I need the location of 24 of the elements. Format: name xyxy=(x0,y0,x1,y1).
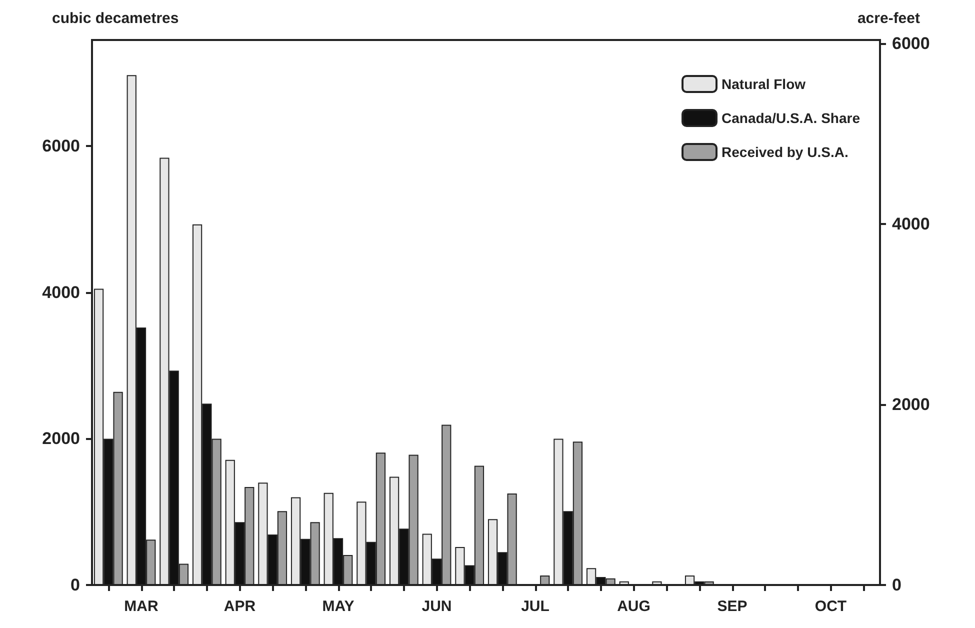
x-tick-label: OCT xyxy=(814,598,847,615)
x-tick-label: MAY xyxy=(322,598,354,615)
x-tick-label: AUG xyxy=(617,598,650,615)
y2-tick-label: 4000 xyxy=(892,214,930,234)
y-tick-label: 4000 xyxy=(42,282,80,302)
bar xyxy=(619,581,629,585)
legend-label: Received by U.S.A. xyxy=(722,144,848,160)
y-tick-label: 2000 xyxy=(42,429,80,448)
y-tick-label: 6000 xyxy=(42,136,80,156)
x-tick-label: APR xyxy=(224,598,256,615)
x-tick-label: JUL xyxy=(521,598,550,615)
bar xyxy=(652,581,662,585)
y2-tick-label: 6000 xyxy=(892,34,930,54)
x-tick-label: JUN xyxy=(422,598,452,615)
bar xyxy=(540,575,550,585)
y-axis-title: cubic decametres xyxy=(52,10,179,27)
legend-label: Canada/U.S.A. Share xyxy=(722,110,860,126)
x-tick-label: MAR xyxy=(124,598,158,615)
y2-tick-label: 0 xyxy=(892,576,902,594)
legend-label: Natural Flow xyxy=(722,76,806,92)
y-tick-label: 0 xyxy=(70,576,80,594)
y2-axis-title: acre-feet xyxy=(857,10,920,27)
y2-tick-label: 2000 xyxy=(892,395,930,414)
x-tick-label: SEP xyxy=(717,598,748,615)
